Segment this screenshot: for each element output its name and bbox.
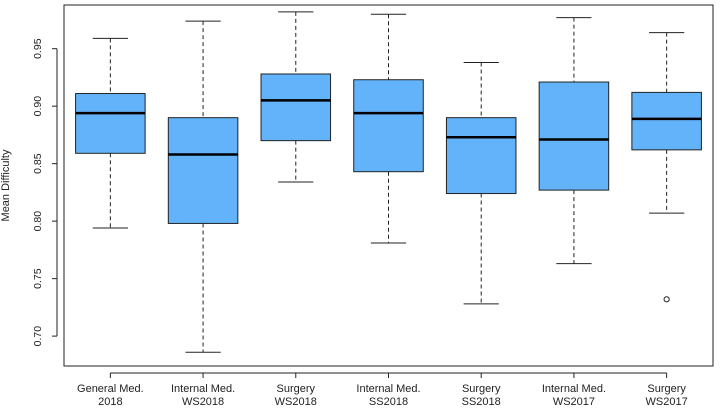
y-tick-label: 0.85 [32,153,44,174]
y-tick-label: 0.80 [32,211,44,232]
box-group [353,13,424,244]
box-group [75,37,146,229]
boxes-layer [75,11,702,353]
iqr-box [631,91,702,151]
iqr-box [75,93,146,154]
plot-frame [63,4,714,367]
box-group [260,11,332,183]
x-tick-label: 2018 [98,396,122,408]
x-tick-label: Internal Med. [542,383,606,395]
x-tick-label: WS2017 [646,396,688,408]
y-tick-label: 0.70 [32,326,44,347]
box-group [631,32,702,303]
iqr-box [167,117,239,224]
y-axis-label: Mean Difficulty [0,149,12,221]
x-tick-label: Surgery [647,383,686,395]
box-group [167,20,239,353]
x-tick-label: General Med. [77,383,144,395]
x-tick-label: SS2018 [462,396,501,408]
x-tick-label: WS2017 [553,396,595,408]
iqr-box [353,79,424,173]
box-group [538,17,610,265]
x-tick-label: WS2018 [275,396,317,408]
x-tick-label: Internal Med. [356,383,420,395]
x-tick-label: SS2018 [369,396,408,408]
y-axis: 0.70 0.75 0.80 0.85 0.90 0.95 [32,38,58,347]
x-tick-label: Surgery [462,383,501,395]
outlier-point [663,296,670,303]
x-tick-label: Surgery [277,383,316,395]
x-tick-label: Internal Med. [171,383,235,395]
iqr-box [260,73,332,142]
y-tick-label: 0.75 [32,268,44,289]
iqr-box [445,117,517,195]
iqr-box [538,81,610,191]
x-tick-label: WS2018 [182,396,224,408]
box-group [445,61,517,305]
y-tick-label: 0.90 [32,96,44,117]
y-tick-label: 0.95 [32,38,44,59]
